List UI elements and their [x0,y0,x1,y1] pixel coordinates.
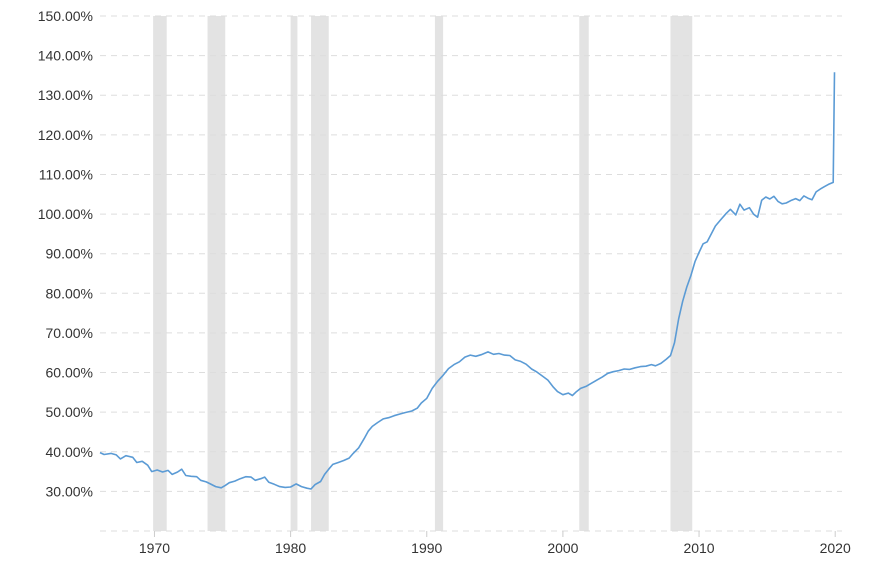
series-line-0 [99,72,836,490]
y-tick-label: 80.00% [46,285,93,301]
recession-band-1 [207,16,226,531]
series-layer [99,72,836,490]
recession-band-0 [153,16,167,531]
x-tick-label: 2020 [820,540,851,556]
y-tick-label: 90.00% [46,246,93,262]
recession-band-5 [579,16,589,531]
y-tick-label: 110.00% [39,166,93,182]
y-tick-label: 100.00% [38,206,93,222]
y-axis: 30.00% 40.00% 50.00% 60.00% 70.00% 80.00% 90.0… [38,8,93,499]
x-axis: 1970 1980 1990 2000 2010 2020 [139,531,851,556]
y-tick-label: 30.00% [46,483,93,499]
y-tick-label: 70.00% [46,325,93,341]
y-tick-label: 40.00% [46,444,93,460]
y-tick-label: 50.00% [46,404,93,420]
x-tick-label: 1980 [275,540,306,556]
y-tick-label: 140.00% [38,48,93,64]
y-tick-label: 60.00% [46,365,93,381]
x-tick-label: 1990 [411,540,442,556]
recession-band-6 [670,16,693,531]
recession-band-3 [311,16,329,531]
gridlines [100,15,842,532]
x-tick-label: 2000 [547,540,578,556]
x-tick-label: 2010 [683,540,714,556]
recession-bands [153,16,693,531]
y-tick-label: 120.00% [38,127,93,143]
x-tick-label: 1970 [139,540,170,556]
y-tick-label: 130.00% [38,87,93,103]
recession-band-2 [290,16,298,531]
y-tick-label: 150.00% [38,8,93,24]
recession-band-4 [434,16,444,531]
